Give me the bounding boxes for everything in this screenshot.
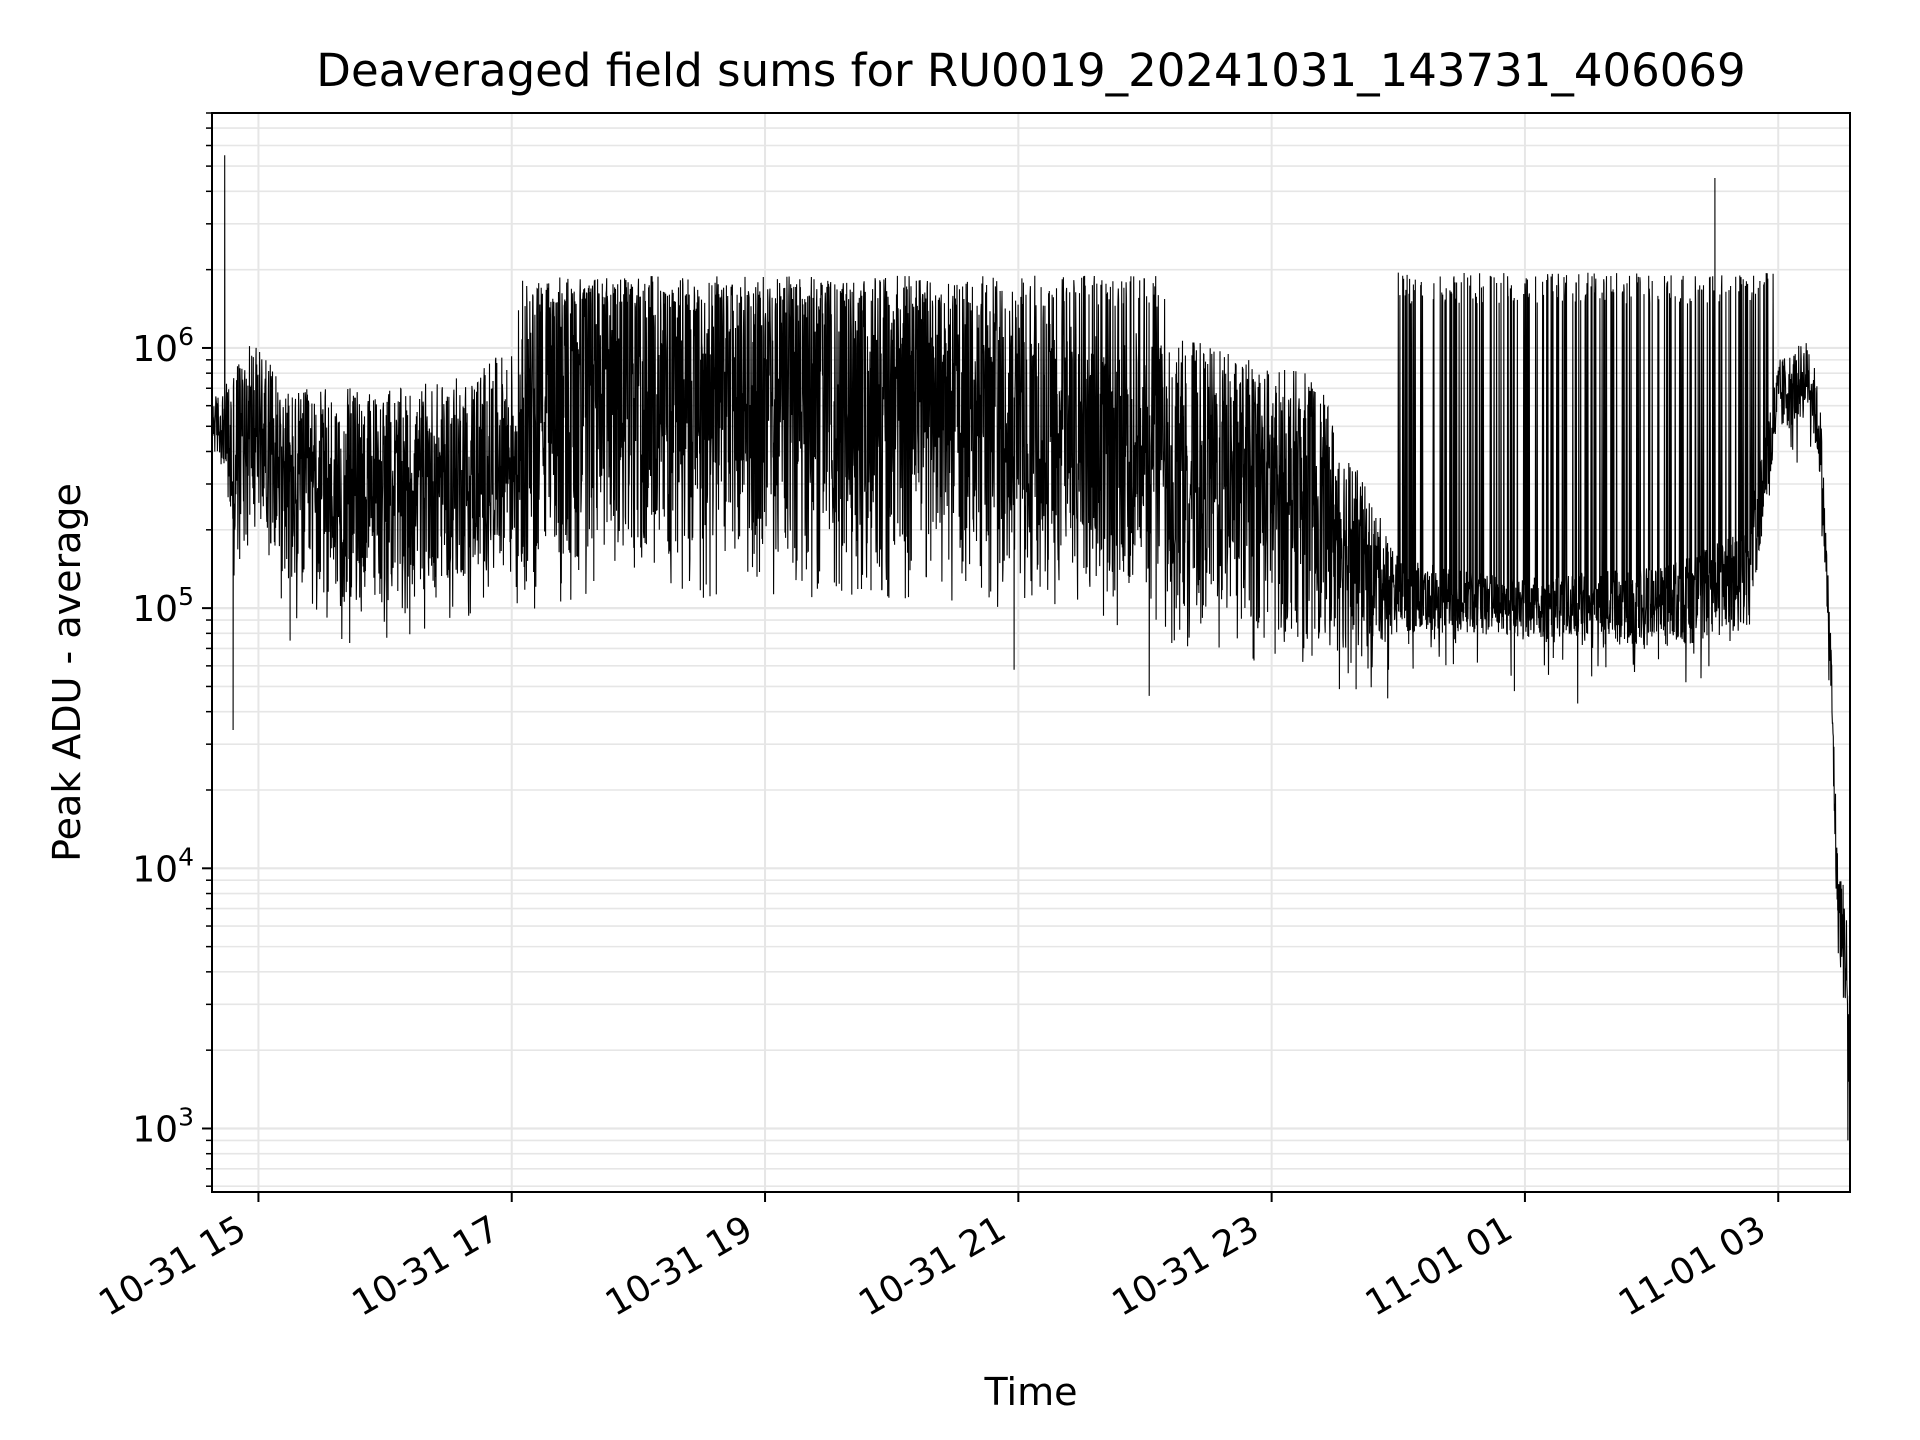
y-axis-label: Peak ADU - average bbox=[45, 483, 89, 862]
chart-title: Deaveraged field sums for RU0019_2024103… bbox=[316, 44, 1745, 97]
series-line-path bbox=[211, 155, 1851, 1141]
x-axis-label: Time bbox=[984, 1370, 1078, 1414]
y-tick-label: 106 bbox=[132, 322, 194, 370]
y-tick-label: 105 bbox=[132, 582, 194, 630]
plot-frame bbox=[211, 112, 1851, 1193]
series-line bbox=[211, 155, 1851, 1141]
y-tick-label: 103 bbox=[132, 1102, 194, 1150]
y-tick-label: 104 bbox=[132, 842, 194, 890]
y-axis: 103 104 105 106 bbox=[132, 112, 212, 1187]
